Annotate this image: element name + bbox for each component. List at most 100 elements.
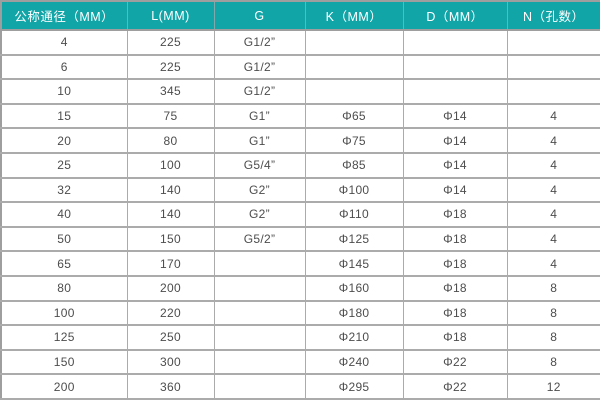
table-cell: 225 xyxy=(126,29,215,56)
table-cell: 4 xyxy=(506,225,600,253)
table-cell: Φ100 xyxy=(304,176,404,204)
table-cell: 345 xyxy=(126,78,215,105)
header-cell-4: D（MM） xyxy=(402,0,508,31)
table-row-150: 150 300 Φ240 Φ22 8 xyxy=(0,348,600,376)
table-cell: Φ145 xyxy=(304,250,404,277)
table-cell: 32 xyxy=(0,176,128,204)
table-cell: Φ18 xyxy=(402,225,508,253)
table-cell xyxy=(213,274,306,302)
table-cell: 360 xyxy=(126,373,215,400)
table-cell: 65 xyxy=(0,250,128,277)
table-cell: G1” xyxy=(213,127,306,154)
table-cell: Φ240 xyxy=(304,348,404,376)
table-cell: 300 xyxy=(126,348,215,376)
table-cell: Φ75 xyxy=(304,127,404,154)
table-row-125: 125 250 Φ210 Φ18 8 xyxy=(0,324,600,351)
header-cell-1: L(MM) xyxy=(126,0,215,31)
table-cell xyxy=(304,53,404,81)
table-cell: 140 xyxy=(126,201,215,228)
table-cell: 125 xyxy=(0,324,128,351)
table-cell xyxy=(213,250,306,277)
table-cell: Φ18 xyxy=(402,274,508,302)
table-cell: Φ210 xyxy=(304,324,404,351)
table-cell: 4 xyxy=(506,102,600,130)
table-cell: 10 xyxy=(0,78,128,105)
table-cell: 8 xyxy=(506,299,600,327)
table-cell: 250 xyxy=(126,324,215,351)
table-row-40: 40 140 G2” Φ110 Φ18 4 xyxy=(0,201,600,228)
table-cell xyxy=(402,78,508,105)
table-row-6: 6 225 G1/2” xyxy=(0,53,600,81)
table-cell: 8 xyxy=(506,274,600,302)
table-cell: 150 xyxy=(0,348,128,376)
table-cell: Φ18 xyxy=(402,324,508,351)
table-cell: 50 xyxy=(0,225,128,253)
table-cell: G2” xyxy=(213,201,306,228)
table-cell: 100 xyxy=(0,299,128,327)
header-cell-3: K（MM） xyxy=(304,0,404,31)
table-row-15: 15 75 G1” Φ65 Φ14 4 xyxy=(0,102,600,130)
table-row-32: 32 140 G2” Φ100 Φ14 4 xyxy=(0,176,600,204)
table-cell: Φ125 xyxy=(304,225,404,253)
table-cell: 80 xyxy=(126,127,215,154)
table-cell: Φ14 xyxy=(402,102,508,130)
table-cell xyxy=(402,29,508,56)
table-row-50: 50 150 G5/2” Φ125 Φ18 4 xyxy=(0,225,600,253)
table-cell: 4 xyxy=(0,29,128,56)
table-cell: 4 xyxy=(506,127,600,154)
table-cell: Φ85 xyxy=(304,151,404,179)
table-cell xyxy=(506,53,600,81)
table-cell: Φ18 xyxy=(402,250,508,277)
table-cell: 170 xyxy=(126,250,215,277)
header-cell-0: 公称通径（MM） xyxy=(0,0,128,31)
table-cell: 80 xyxy=(0,274,128,302)
table-cell: 25 xyxy=(0,151,128,179)
table-cell: Φ110 xyxy=(304,201,404,228)
table-cell: Φ295 xyxy=(304,373,404,400)
table-cell xyxy=(506,78,600,105)
table-cell: 225 xyxy=(126,53,215,81)
table-cell: Φ180 xyxy=(304,299,404,327)
table-cell: 220 xyxy=(126,299,215,327)
table-cell: 100 xyxy=(126,151,215,179)
table-cell: G2” xyxy=(213,176,306,204)
table-cell: 200 xyxy=(0,373,128,400)
table-row-200: 200 360 Φ295 Φ22 12 xyxy=(0,373,600,400)
table-cell: 4 xyxy=(506,151,600,179)
table-cell: 15 xyxy=(0,102,128,130)
table-cell xyxy=(213,348,306,376)
header-cell-5: N（孔数） xyxy=(506,0,600,31)
table-cell: Φ22 xyxy=(402,373,508,400)
table-cell: 150 xyxy=(126,225,215,253)
table-row-80: 80 200 Φ160 Φ18 8 xyxy=(0,274,600,302)
table-row-10: 10 345 G1/2” xyxy=(0,78,600,105)
table-cell xyxy=(304,29,404,56)
table-cell: 200 xyxy=(126,274,215,302)
table-cell: G1” xyxy=(213,102,306,130)
table-cell: G1/2” xyxy=(213,29,306,56)
table-cell: 12 xyxy=(506,373,600,400)
table-cell: 4 xyxy=(506,201,600,228)
table-cell: Φ14 xyxy=(402,176,508,204)
table-row-65: 65 170 Φ145 Φ18 4 xyxy=(0,250,600,277)
table-cell: 4 xyxy=(506,250,600,277)
header-row: 公称通径（MM） L(MM) G K（MM） D（MM） N（孔数） xyxy=(0,0,600,31)
table-cell xyxy=(506,29,600,56)
table-cell xyxy=(213,299,306,327)
table-cell: 8 xyxy=(506,348,600,376)
table-row-20: 20 80 G1” Φ75 Φ14 4 xyxy=(0,127,600,154)
table-cell xyxy=(213,373,306,400)
table-cell: G5/2” xyxy=(213,225,306,253)
table-cell: 140 xyxy=(126,176,215,204)
table-cell: G5/4” xyxy=(213,151,306,179)
table-cell: 6 xyxy=(0,53,128,81)
table-cell: Φ14 xyxy=(402,127,508,154)
table-row-4: 4 225 G1/2” xyxy=(0,29,600,56)
table-cell: 40 xyxy=(0,201,128,228)
table-row-25: 25 100 G5/4” Φ85 Φ14 4 xyxy=(0,151,600,179)
table-cell xyxy=(402,53,508,81)
table-cell: G1/2” xyxy=(213,53,306,81)
table-cell: 8 xyxy=(506,324,600,351)
header-cell-2: G xyxy=(213,0,306,31)
